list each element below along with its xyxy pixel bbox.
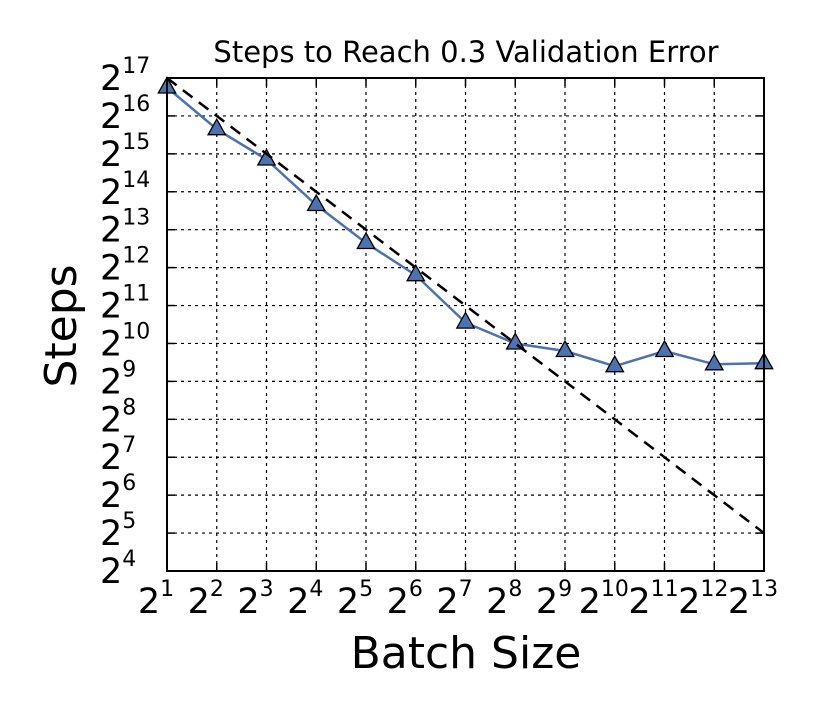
x-tick-label: 213 <box>728 577 778 622</box>
x-tick-label: 27 <box>436 577 472 622</box>
data-point-triangle <box>455 311 476 329</box>
tick-labels: 21 22 23 24 25 26 27 28 29 210 211 212 2132425262728… <box>100 54 778 622</box>
y-tick-label: 210 <box>100 319 150 364</box>
y-tick-label: 28 <box>100 395 136 440</box>
data-point-triangle <box>654 339 675 358</box>
x-tick-label: 212 <box>678 577 728 622</box>
y-tick-label: 29 <box>100 357 136 402</box>
y-tick-label: 215 <box>100 130 150 175</box>
y-tick-label: 216 <box>100 92 150 137</box>
x-tick-label: 29 <box>536 577 572 622</box>
data-point-triangle <box>206 117 227 136</box>
x-axis-label: Batch Size <box>351 628 582 679</box>
y-tick-label: 217 <box>100 54 150 99</box>
data-point-triangle <box>505 332 526 350</box>
data-point-triangle <box>604 354 625 373</box>
chart-title: Steps to Reach 0.3 Validation Error <box>213 35 718 69</box>
y-tick-label: 27 <box>100 433 136 478</box>
reference-dashed-line <box>166 77 765 535</box>
y-axis-label: Steps <box>36 264 87 387</box>
x-tick-label: 24 <box>287 577 323 622</box>
data-point-triangle <box>555 339 575 358</box>
x-tick-label: 211 <box>628 577 678 622</box>
y-tick-label: 213 <box>100 206 150 251</box>
y-tick-label: 212 <box>100 244 150 289</box>
plot-frame <box>166 77 765 572</box>
x-tick-label: 25 <box>337 577 373 622</box>
x-tick-label: 21 <box>138 577 174 622</box>
y-tick-label: 26 <box>100 471 136 516</box>
data-point-triangle <box>704 352 725 371</box>
y-tick-label: 214 <box>100 168 150 213</box>
data-series <box>157 76 774 535</box>
x-tick-label: 28 <box>486 577 522 622</box>
y-tick-label: 25 <box>100 509 136 554</box>
x-tick-label: 210 <box>579 577 629 622</box>
data-point-triangle <box>405 263 426 282</box>
data-point-triangle <box>306 193 327 212</box>
y-tick-label: 211 <box>100 282 150 327</box>
x-tick-label: 22 <box>188 577 224 622</box>
x-tick-label: 26 <box>387 577 423 622</box>
x-tick-label: 23 <box>237 577 273 622</box>
data-point-triangle <box>356 231 376 250</box>
y-tick-label: 24 <box>100 547 136 592</box>
data-point-triangle <box>256 148 277 166</box>
